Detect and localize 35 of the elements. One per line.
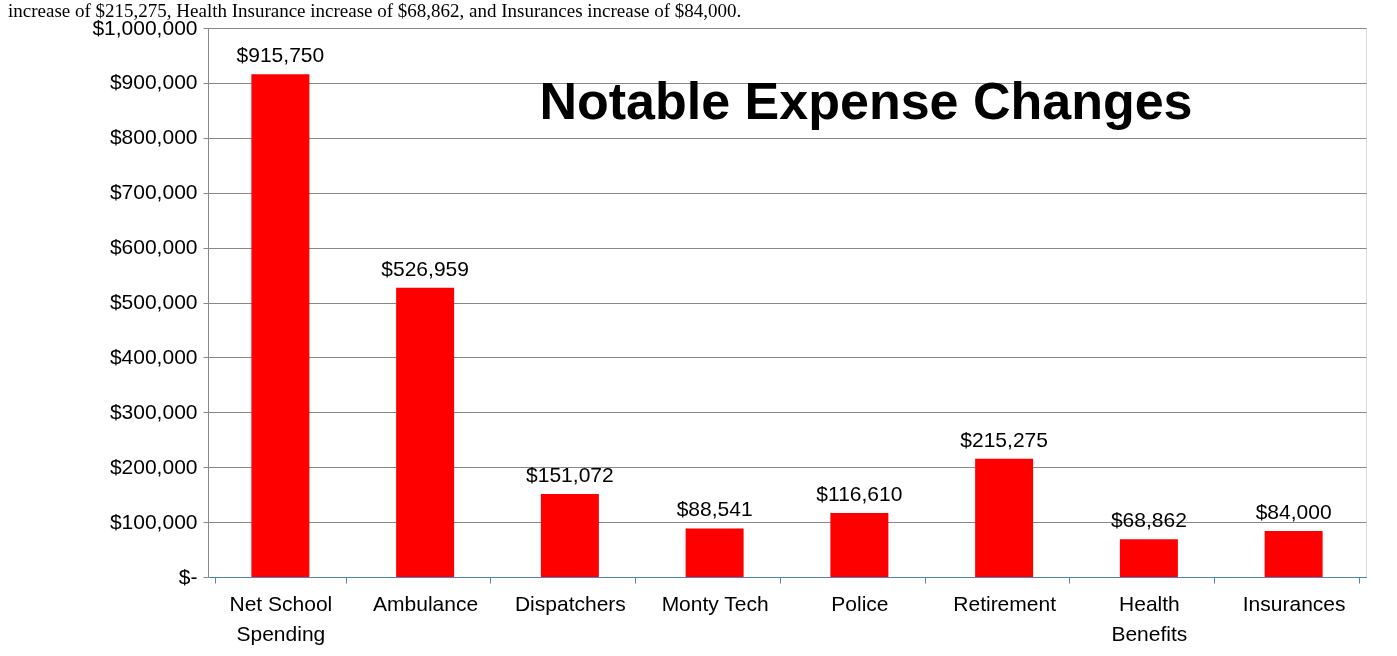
- y-tick-label: $300,000: [109, 399, 198, 423]
- data-label: $68,862: [1110, 508, 1187, 532]
- data-label: $116,610: [816, 481, 903, 505]
- x-tick-label: Net School Spending: [229, 591, 333, 645]
- bar: [975, 458, 1034, 577]
- data-label: $915,750: [236, 43, 325, 67]
- y-tick-label: $200,000: [109, 454, 198, 478]
- x-tick-label: Health Benefits: [1111, 591, 1188, 645]
- y-tick-label: $800,000: [109, 125, 198, 149]
- y-tick-label: $600,000: [109, 235, 198, 259]
- bar: [685, 528, 744, 577]
- text: Notable Expense Changes: [539, 72, 1193, 130]
- bar: [1264, 530, 1323, 577]
- x-tick-label: Ambulance: [373, 591, 479, 615]
- y-tick-label: $700,000: [109, 180, 198, 204]
- y-tick-label: $900,000: [109, 70, 198, 94]
- bar: [396, 287, 455, 577]
- data-label: $84,000: [1255, 499, 1332, 523]
- bar: [251, 74, 310, 577]
- x-tick-label: Monty Tech: [661, 591, 769, 615]
- data-label: $215,275: [960, 427, 1048, 451]
- data-label: $526,959: [381, 256, 469, 280]
- data-label: $88,541: [676, 497, 753, 521]
- y-tick-label: $-: [178, 564, 198, 588]
- bar: [540, 494, 599, 577]
- y-tick-label: $500,000: [109, 290, 198, 313]
- bar: [830, 512, 889, 577]
- x-tick-label: Retirement: [953, 591, 1057, 615]
- y-tick-label: $100,000: [109, 509, 198, 533]
- x-tick-label: Dispatchers: [514, 591, 626, 615]
- bar: [1119, 539, 1178, 577]
- x-tick-label: Insurances: [1242, 591, 1346, 615]
- y-tick-label: $400,000: [109, 344, 198, 368]
- x-tick-label: Police: [831, 591, 889, 615]
- data-label: $151,072: [526, 463, 614, 487]
